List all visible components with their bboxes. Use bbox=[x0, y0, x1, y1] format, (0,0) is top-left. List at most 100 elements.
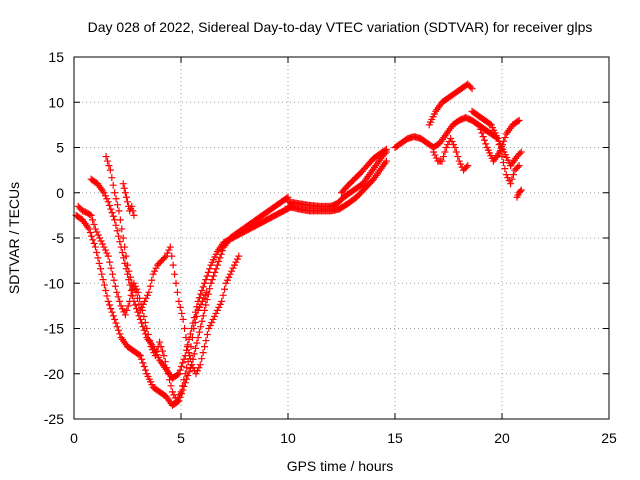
data-point-marker bbox=[193, 312, 201, 320]
data-point-marker bbox=[112, 319, 120, 327]
data-point-marker bbox=[515, 116, 523, 124]
data-point-marker bbox=[206, 285, 214, 293]
data-point-marker bbox=[168, 388, 176, 396]
data-point-marker bbox=[175, 370, 183, 378]
data-point-marker bbox=[136, 315, 144, 323]
data-point-marker bbox=[186, 352, 194, 360]
data-point-marker bbox=[100, 243, 108, 251]
data-point-marker bbox=[381, 146, 389, 154]
data-point-marker bbox=[145, 288, 153, 296]
data-point-marker bbox=[103, 292, 111, 300]
data-point-marker bbox=[168, 252, 176, 260]
data-point-marker bbox=[169, 261, 177, 269]
data-point-marker bbox=[116, 216, 124, 224]
data-point-marker bbox=[124, 198, 131, 206]
data-point-marker bbox=[114, 201, 122, 209]
data-point-marker bbox=[99, 240, 107, 248]
data-point-marker bbox=[146, 337, 154, 345]
data-point-marker bbox=[114, 293, 122, 301]
data-point-marker bbox=[141, 318, 149, 326]
x-tick-label: 5 bbox=[177, 430, 185, 446]
data-point-marker bbox=[464, 162, 472, 170]
data-point-marker bbox=[226, 270, 234, 278]
data-point-marker bbox=[146, 282, 154, 290]
data-point-marker bbox=[133, 285, 141, 293]
series-track-m bbox=[477, 116, 523, 165]
y-tick-label: -20 bbox=[44, 366, 64, 382]
data-point-marker bbox=[109, 212, 117, 220]
data-point-marker bbox=[124, 302, 132, 310]
y-tick-label: 10 bbox=[48, 94, 64, 110]
data-point-marker bbox=[448, 137, 456, 145]
data-point-marker bbox=[185, 368, 193, 376]
data-point-marker bbox=[123, 306, 131, 314]
data-point-marker bbox=[118, 248, 126, 256]
data-point-marker bbox=[204, 290, 212, 298]
data-point-marker bbox=[229, 264, 237, 272]
data-point-marker bbox=[165, 246, 173, 254]
data-point-marker bbox=[209, 315, 217, 323]
data-point-marker bbox=[106, 301, 114, 309]
data-point-marker bbox=[201, 279, 209, 287]
data-point-marker bbox=[99, 276, 107, 284]
data-point-marker bbox=[124, 261, 131, 269]
data-point-marker bbox=[198, 286, 206, 294]
series-track-j bbox=[430, 134, 472, 174]
data-point-marker bbox=[119, 234, 127, 242]
data-point-marker bbox=[195, 294, 203, 302]
data-point-marker bbox=[93, 228, 101, 236]
data-point-marker bbox=[97, 237, 105, 245]
data-point-marker bbox=[106, 166, 114, 174]
data-point-marker bbox=[225, 273, 233, 281]
data-point-marker bbox=[163, 364, 171, 372]
data-point-marker bbox=[111, 282, 119, 290]
data-point-marker bbox=[233, 255, 241, 263]
data-point-marker bbox=[116, 238, 124, 246]
data-point-marker bbox=[105, 162, 113, 170]
data-point-marker bbox=[175, 297, 183, 305]
data-point-marker bbox=[514, 117, 522, 125]
data-point-marker bbox=[85, 225, 93, 233]
data-point-marker bbox=[87, 211, 95, 219]
data-point-marker bbox=[180, 355, 188, 363]
data-point-marker bbox=[137, 300, 145, 308]
data-point-marker bbox=[438, 157, 446, 165]
data-point-marker bbox=[447, 134, 455, 142]
data-point-marker bbox=[509, 171, 517, 179]
data-point-marker bbox=[144, 331, 152, 339]
data-point-marker bbox=[143, 291, 151, 299]
data-point-marker bbox=[108, 308, 116, 316]
data-point-marker bbox=[152, 264, 160, 272]
grid bbox=[73, 56, 610, 420]
data-point-marker bbox=[115, 232, 123, 240]
data-point-marker bbox=[121, 189, 129, 197]
data-point-marker bbox=[160, 352, 168, 360]
data-point-marker bbox=[449, 140, 457, 148]
data-point-marker bbox=[186, 330, 194, 338]
data-point-marker bbox=[174, 394, 182, 402]
data-point-marker bbox=[208, 318, 216, 326]
data-point-marker bbox=[100, 281, 108, 289]
data-point-marker bbox=[173, 288, 181, 296]
data-point-marker bbox=[198, 297, 206, 305]
data-point-marker bbox=[198, 317, 206, 325]
data-point-marker bbox=[192, 344, 200, 352]
data-point-marker bbox=[231, 261, 238, 269]
data-point-marker bbox=[157, 343, 165, 351]
data-point-marker bbox=[127, 291, 135, 299]
data-point-marker bbox=[180, 376, 188, 384]
data-point-marker bbox=[173, 397, 181, 405]
data-point-marker bbox=[166, 243, 174, 251]
y-tick-label: -5 bbox=[52, 230, 65, 246]
data-point-marker bbox=[382, 145, 390, 153]
data-point-marker bbox=[183, 364, 191, 372]
data-point-marker bbox=[129, 207, 137, 215]
data-point-marker bbox=[161, 254, 169, 262]
data-point-marker bbox=[514, 163, 522, 171]
data-point-marker bbox=[454, 153, 462, 161]
data-point-marker bbox=[164, 370, 172, 378]
data-point-marker bbox=[200, 294, 208, 302]
y-tick-label: 5 bbox=[56, 140, 64, 156]
data-point-marker bbox=[201, 306, 209, 314]
data-point-marker bbox=[178, 309, 186, 317]
